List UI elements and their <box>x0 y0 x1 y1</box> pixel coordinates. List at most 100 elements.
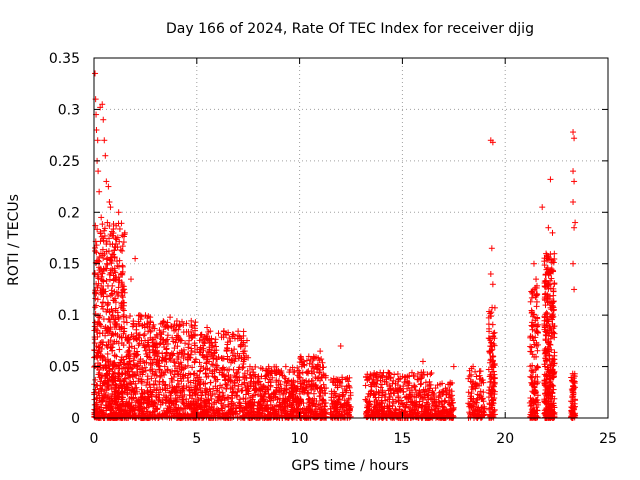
data-point <box>119 247 126 254</box>
data-point <box>157 366 164 373</box>
data-point <box>92 413 99 420</box>
data-point <box>188 317 195 324</box>
data-point <box>95 168 102 175</box>
data-point <box>207 379 214 386</box>
data-point <box>231 346 238 353</box>
data-point <box>177 322 184 329</box>
data-point <box>282 363 289 370</box>
data-point <box>109 282 116 289</box>
data-point <box>98 233 105 240</box>
data-point <box>142 312 149 319</box>
data-point <box>95 366 102 373</box>
data-point <box>173 389 180 396</box>
data-point <box>120 330 127 337</box>
data-point <box>105 358 112 365</box>
data-point <box>419 358 426 365</box>
data-point <box>100 290 107 297</box>
data-point <box>97 339 104 346</box>
data-point <box>96 374 103 381</box>
data-point <box>108 395 115 402</box>
data-point <box>571 286 578 293</box>
data-point <box>131 407 138 414</box>
data-point <box>156 340 163 347</box>
data-point <box>152 368 159 375</box>
data-point <box>123 319 130 326</box>
data-point <box>106 222 113 229</box>
data-point <box>164 340 171 347</box>
chart-title: Day 166 of 2024, Rate Of TEC Index for r… <box>166 21 534 37</box>
data-point <box>570 168 577 175</box>
data-point <box>113 400 120 407</box>
data-point <box>570 129 577 136</box>
data-point <box>159 397 166 404</box>
data-point <box>99 221 106 228</box>
data-point <box>144 337 151 344</box>
data-point <box>160 318 167 325</box>
data-point <box>160 392 167 399</box>
data-point <box>171 413 178 420</box>
data-point <box>212 336 219 343</box>
data-point <box>473 399 480 406</box>
data-point <box>118 365 125 372</box>
data-point <box>149 323 156 330</box>
data-point <box>215 330 222 337</box>
data-point <box>98 323 105 330</box>
data-point <box>104 261 111 268</box>
data-point <box>163 323 170 330</box>
data-point <box>99 299 106 306</box>
data-point <box>337 343 344 349</box>
data-point <box>180 414 187 421</box>
data-point <box>180 382 187 389</box>
data-point <box>133 352 140 359</box>
data-point <box>124 368 131 375</box>
data-point <box>112 240 119 247</box>
data-point <box>142 367 149 374</box>
data-point <box>135 332 142 339</box>
data-point <box>179 398 186 405</box>
data-point <box>468 390 475 397</box>
data-point <box>119 268 126 275</box>
data-point <box>146 349 153 356</box>
data-point <box>112 321 119 328</box>
x-axis-label: GPS time / hours <box>291 458 408 474</box>
data-point <box>111 384 118 391</box>
data-point <box>110 370 117 377</box>
data-point <box>140 332 147 339</box>
data-point <box>147 384 154 391</box>
data-point <box>105 377 112 384</box>
data-point <box>138 386 145 393</box>
data-point <box>132 402 139 409</box>
data-point <box>153 384 160 391</box>
data-point <box>106 400 113 407</box>
data-point <box>191 322 198 329</box>
data-point <box>103 256 110 263</box>
data-point <box>167 392 174 399</box>
data-point <box>141 390 148 397</box>
data-point <box>109 374 116 381</box>
data-point <box>124 349 131 356</box>
data-point <box>164 366 171 373</box>
data-point <box>147 356 154 363</box>
x-tick-label: 15 <box>393 431 411 447</box>
data-point <box>94 382 101 389</box>
data-point <box>136 331 143 338</box>
data-point <box>116 378 123 385</box>
data-point <box>176 407 183 414</box>
data-point <box>148 375 155 382</box>
data-point <box>94 226 101 233</box>
data-point <box>163 394 170 401</box>
data-point <box>137 394 144 401</box>
data-point <box>156 357 163 364</box>
data-point <box>115 274 122 281</box>
data-point <box>168 379 175 386</box>
data-point <box>111 362 118 369</box>
data-point <box>114 244 121 251</box>
data-point <box>116 257 123 264</box>
data-point <box>108 332 115 339</box>
data-point <box>164 332 171 339</box>
data-point <box>147 319 154 326</box>
data-point <box>117 246 124 253</box>
data-point <box>150 408 157 415</box>
data-point <box>125 347 132 354</box>
data-point <box>140 368 147 375</box>
